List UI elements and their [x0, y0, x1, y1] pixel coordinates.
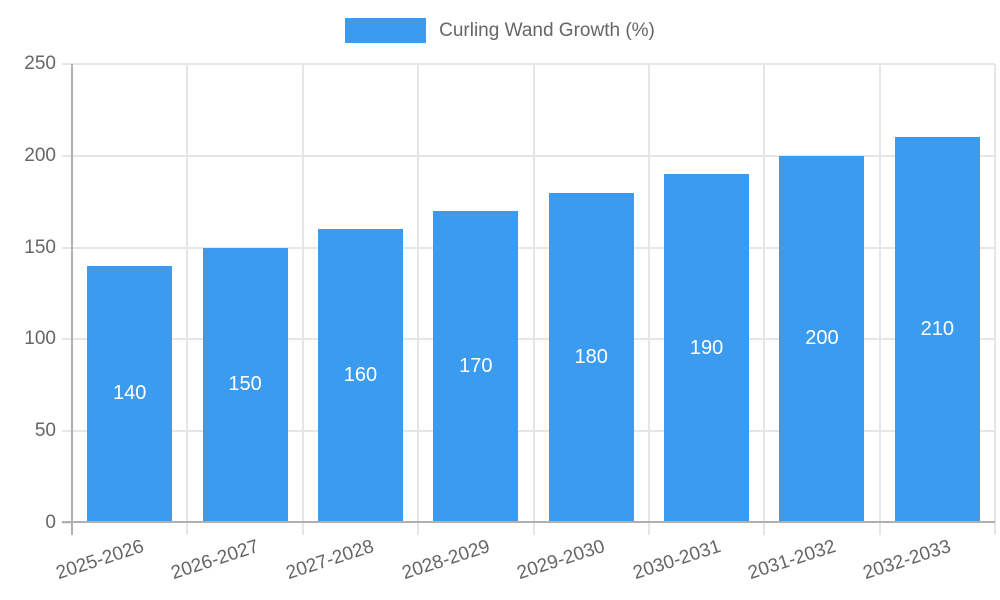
bar-value-label: 190 — [689, 336, 724, 359]
x-axis-tick-label: 2032-2033 — [860, 536, 954, 585]
bar[interactable]: 180 — [548, 192, 634, 521]
x-tick-mark — [878, 523, 881, 535]
plot-area: 0 50 100 150 200 250 140 2025-2026 150 2026-2027 1… — [24, 53, 996, 584]
y-axis-tick-label: 100 — [24, 328, 56, 350]
bar-value-label: 180 — [574, 345, 608, 368]
x-tick-mark — [647, 523, 650, 535]
x-axis-tick-label: 2029-2030 — [514, 536, 608, 585]
x-gridline — [994, 64, 996, 523]
bar[interactable]: 190 — [664, 174, 750, 521]
x-tick-mark — [417, 523, 420, 535]
x-axis-tick-label: 2026-2027 — [168, 536, 262, 585]
y-tick-mark — [62, 522, 72, 524]
bar-value-label: 160 — [343, 364, 378, 387]
bar-value-label: 200 — [805, 327, 839, 350]
x-tick-mark — [186, 523, 189, 535]
legend-label: Curling Wand Growth (%) — [439, 20, 655, 41]
bar[interactable]: 150 — [202, 247, 288, 521]
y-tick-mark — [62, 246, 72, 249]
bar[interactable]: 160 — [317, 229, 403, 521]
bar-value-label: 170 — [459, 354, 493, 377]
legend-item[interactable]: Curling Wand Growth (%) — [0, 18, 1000, 43]
x-gridline — [647, 64, 650, 523]
y-tick-mark — [62, 63, 72, 65]
bar[interactable]: 170 — [433, 210, 519, 521]
bar-value-label: 140 — [113, 382, 147, 405]
y-axis-tick-label: 50 — [34, 420, 56, 442]
x-gridline — [532, 64, 535, 523]
y-tick-mark — [62, 338, 72, 341]
x-gridline — [763, 64, 766, 523]
bar[interactable]: 200 — [779, 155, 865, 521]
bar-value-label: 150 — [228, 373, 262, 396]
y-axis-tick-label: 0 — [45, 512, 56, 533]
x-axis-line — [62, 521, 995, 523]
x-gridline — [878, 64, 881, 523]
y-axis-line — [71, 64, 73, 535]
x-tick-mark — [994, 523, 996, 535]
y-tick-mark — [62, 154, 72, 157]
x-axis-tick-label: 2031-2032 — [745, 536, 839, 585]
x-axis-tick-label: 2030-2031 — [630, 536, 724, 585]
y-axis-tick-label: 200 — [24, 144, 56, 166]
x-tick-mark — [301, 523, 304, 535]
x-gridline — [186, 64, 189, 523]
x-gridline — [301, 64, 304, 523]
y-tick-mark — [62, 430, 72, 433]
x-tick-mark — [763, 523, 766, 535]
x-gridline — [417, 64, 420, 523]
y-axis-tick-label: 250 — [24, 53, 56, 74]
x-axis-tick-label: 2025-2026 — [53, 536, 147, 585]
bar[interactable]: 140 — [87, 265, 173, 521]
bar-value-label: 210 — [920, 318, 954, 341]
bar[interactable]: 210 — [894, 137, 980, 521]
y-axis-tick-label: 150 — [24, 236, 56, 258]
x-axis-tick-label: 2028-2029 — [399, 536, 493, 585]
x-tick-mark — [532, 523, 535, 535]
x-axis-tick-label: 2027-2028 — [284, 536, 377, 585]
legend-swatch — [345, 18, 427, 43]
